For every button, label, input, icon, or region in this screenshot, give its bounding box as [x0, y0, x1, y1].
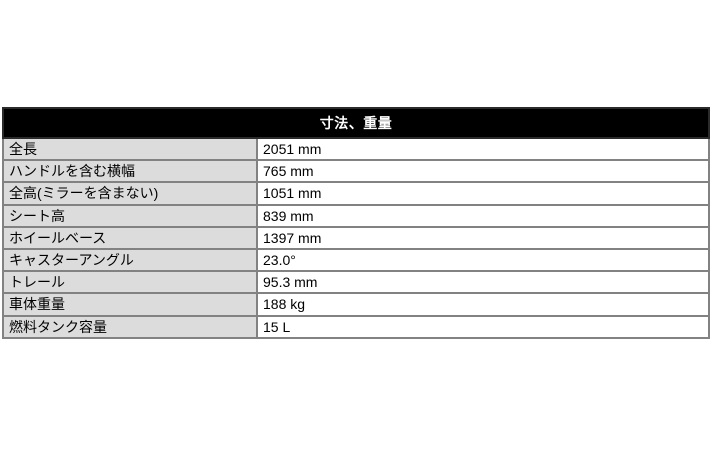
spec-value: 1397 mm: [256, 225, 710, 250]
spec-row: 全長 2051 mm: [2, 136, 710, 162]
spec-row: ハンドルを含む横幅 765 mm: [2, 159, 710, 184]
spec-row: 全高(ミラーを含まない) 1051 mm: [2, 181, 710, 206]
spec-row: キャスターアングル 23.0°: [2, 247, 710, 273]
spec-row: トレール 95.3 mm: [2, 270, 710, 295]
table-header-row: 寸法、重量: [2, 107, 710, 139]
spec-row: 燃料タンク容量 15 L: [2, 314, 710, 339]
spec-value: 1051 mm: [256, 181, 710, 206]
spec-label: ホイールベース: [2, 225, 258, 250]
spec-value: 765 mm: [256, 159, 710, 184]
spec-label: ハンドルを含む横幅: [2, 159, 258, 184]
spec-value: 188 kg: [256, 292, 710, 317]
spec-label: 車体重量: [2, 292, 258, 317]
spec-label: トレール: [2, 270, 258, 295]
spec-value: 15 L: [256, 314, 710, 339]
spec-label: 全高(ミラーを含まない): [2, 181, 258, 206]
table-title: 寸法、重量: [2, 107, 710, 139]
spec-label: シート高: [2, 203, 258, 228]
spec-label: 燃料タンク容量: [2, 314, 258, 339]
spec-value: 95.3 mm: [256, 270, 710, 295]
spec-row: 車体重量 188 kg: [2, 292, 710, 317]
spec-table: 寸法、重量 全長 2051 mm ハンドルを含む横幅 765 mm 全高(ミラーを含まな…: [2, 107, 710, 339]
spec-row: ホイールベース 1397 mm: [2, 225, 710, 250]
spec-value: 23.0°: [256, 247, 710, 273]
spec-value: 839 mm: [256, 203, 710, 228]
spec-table-body: 全長 2051 mm ハンドルを含む横幅 765 mm 全高(ミラーを含まない) 1051…: [2, 136, 710, 339]
spec-label: キャスターアングル: [2, 247, 258, 273]
spec-row: シート高 839 mm: [2, 203, 710, 228]
spec-value: 2051 mm: [256, 136, 710, 162]
spec-label: 全長: [2, 136, 258, 162]
